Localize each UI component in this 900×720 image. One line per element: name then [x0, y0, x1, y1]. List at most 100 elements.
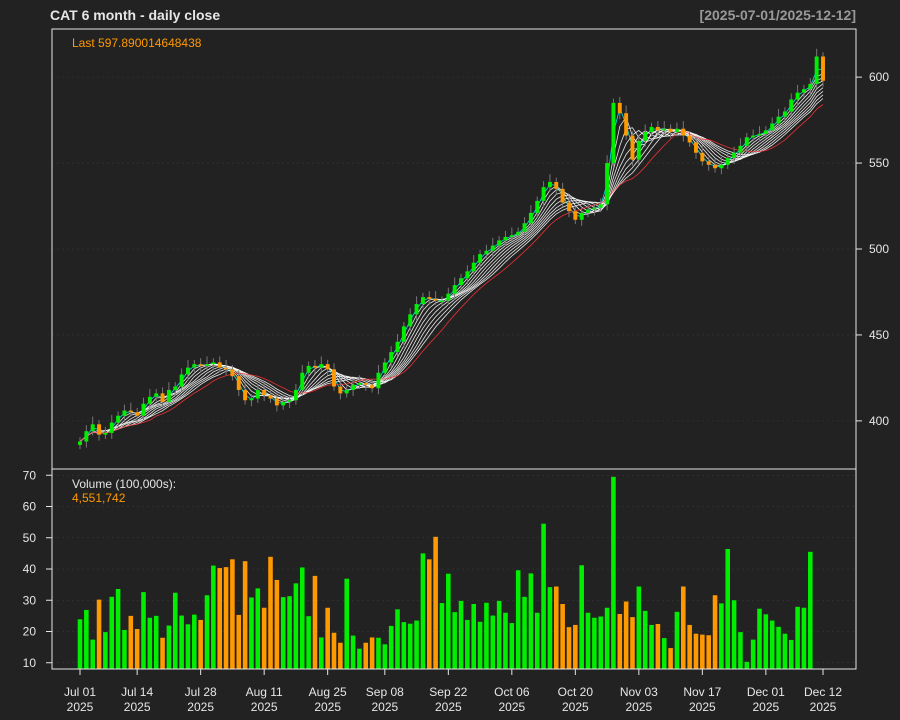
candle-body: [617, 102, 622, 114]
candle-body: [440, 300, 444, 303]
candle-body: [598, 204, 603, 208]
candle-body: [357, 383, 362, 385]
volume-bar: [541, 523, 546, 669]
candle-body: [293, 389, 298, 401]
last-price-label: Last 597.890014648438: [72, 36, 202, 50]
volume-bar: [115, 589, 121, 669]
price-tick-label: 500: [869, 242, 889, 256]
volume-bar: [674, 611, 680, 669]
volume-bar: [630, 617, 635, 669]
volume-bar: [236, 614, 242, 669]
candle-body: [490, 245, 495, 251]
candle-body: [738, 145, 743, 153]
candle-body: [763, 130, 768, 134]
candle-body: [325, 364, 330, 370]
candle-body: [579, 212, 584, 220]
volume-bar: [255, 588, 261, 669]
candle-body: [338, 386, 343, 394]
volume-bar: [623, 601, 629, 669]
volume-bar: [642, 610, 648, 669]
volume-bar: [515, 570, 521, 669]
volume-bar: [426, 559, 432, 669]
candle-body: [166, 389, 171, 402]
volume-bar: [509, 623, 515, 669]
date-tick-label: Aug 25: [309, 685, 347, 699]
moving-average-ribbon: [79, 68, 824, 442]
volume-bar: [103, 632, 108, 669]
volume-bar: [661, 638, 667, 669]
date-tick-label: Sep 08: [366, 685, 404, 699]
volume-bar: [598, 616, 604, 669]
candle-body: [262, 389, 267, 396]
price-grid: [52, 76, 856, 422]
volume-bar: [738, 632, 743, 669]
volume-bar: [141, 592, 146, 669]
candle-body: [312, 365, 317, 368]
date-tick-year: 2025: [124, 700, 151, 714]
price-y-axis: 400 450 500 550 600: [856, 70, 889, 428]
candle-body: [376, 372, 381, 389]
candle-body: [586, 209, 591, 213]
candle-body: [751, 135, 756, 138]
candle-body: [509, 235, 514, 237]
candle-body: [141, 403, 146, 416]
candle-body: [116, 415, 121, 423]
date-tick-year: 2025: [67, 700, 94, 714]
volume-bar: [471, 604, 477, 669]
candle-body: [719, 164, 724, 169]
volume-bar: [592, 617, 597, 669]
volume-bar: [731, 600, 737, 669]
candle-body: [706, 161, 711, 165]
candle-body: [528, 212, 533, 224]
volume-bar: [579, 565, 584, 669]
volume-bar: [306, 616, 311, 669]
date-tick-year: 2025: [752, 700, 779, 714]
candle-body: [90, 424, 95, 432]
date-tick-label: Jul 14: [121, 685, 153, 699]
candle-body: [122, 410, 127, 416]
date-tick-label: Nov 03: [620, 685, 658, 699]
candle-body: [465, 271, 470, 279]
moving-average-line: [79, 80, 824, 442]
volume-tick-label: 30: [23, 593, 37, 607]
volume-bar: [439, 603, 445, 669]
date-tick-year: 2025: [810, 700, 837, 714]
volume-bar: [458, 600, 464, 669]
date-tick-year: 2025: [689, 700, 716, 714]
candle-body: [433, 298, 438, 301]
candle-body: [484, 250, 489, 255]
candle-body: [135, 412, 140, 416]
moving-average-line: [79, 104, 824, 442]
candle-body: [103, 432, 108, 435]
candle-body: [382, 362, 387, 373]
candle-body: [344, 389, 349, 394]
price-tick-label: 450: [869, 328, 889, 342]
volume-tick-label: 70: [23, 468, 37, 482]
volume-bar: [477, 621, 483, 669]
candle-body: [541, 187, 546, 201]
volume-bar: [503, 612, 508, 669]
volume-bar: [223, 567, 229, 669]
candle-body: [414, 304, 419, 315]
candle-body: [128, 410, 133, 413]
moving-average-line: [79, 83, 824, 442]
volume-bar: [261, 607, 267, 669]
candle-body: [770, 123, 775, 131]
candle-body: [268, 395, 273, 399]
volume-bar: [179, 615, 184, 669]
candle-body: [306, 365, 311, 373]
date-tick-label: Jul 28: [185, 685, 217, 699]
candle-body: [560, 188, 565, 203]
volume-bar: [782, 633, 788, 669]
candle-body: [605, 163, 610, 205]
candle-body: [567, 202, 571, 212]
price-tick-label: 600: [869, 70, 889, 84]
volume-bar: [160, 637, 165, 669]
date-tick-label: Sep 22: [429, 685, 467, 699]
volume-bar: [706, 635, 711, 669]
volume-bar: [611, 476, 616, 669]
candle-body: [363, 383, 368, 385]
volume-bar: [681, 586, 686, 669]
